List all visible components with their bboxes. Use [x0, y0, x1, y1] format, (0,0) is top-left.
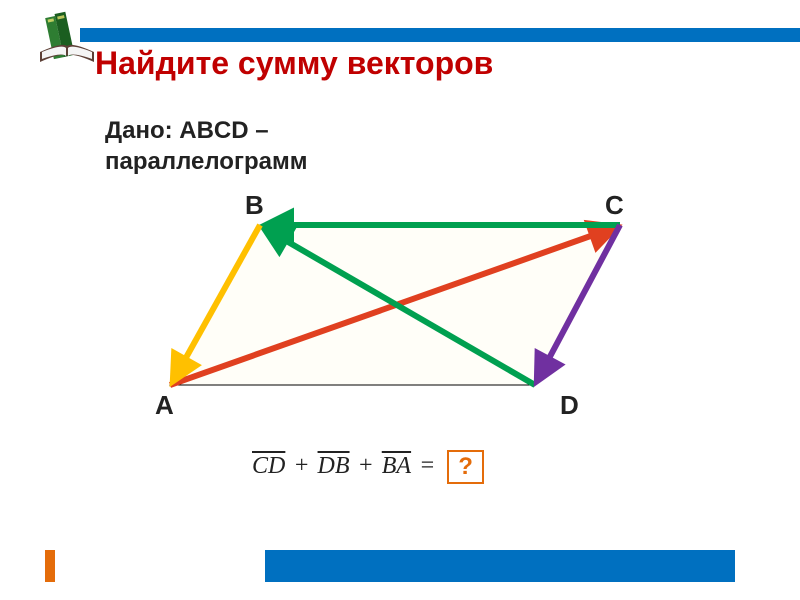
label-d: D: [560, 390, 579, 421]
answer-box[interactable]: ?: [447, 450, 484, 484]
term-db: DB: [318, 453, 350, 479]
formula: CD + DB + BA = ?: [250, 450, 484, 484]
term-cd: CD: [252, 453, 285, 479]
label-b: B: [245, 190, 264, 221]
label-c: C: [605, 190, 624, 221]
plus-2: +: [358, 453, 374, 479]
plus-1: +: [293, 453, 309, 479]
bottom-accent-bar: [265, 550, 735, 582]
label-a: A: [155, 390, 174, 421]
term-ba: BA: [382, 453, 411, 479]
equals: =: [419, 453, 435, 479]
diagram-svg: [0, 0, 800, 600]
bottom-accent-narrow: [45, 550, 55, 582]
